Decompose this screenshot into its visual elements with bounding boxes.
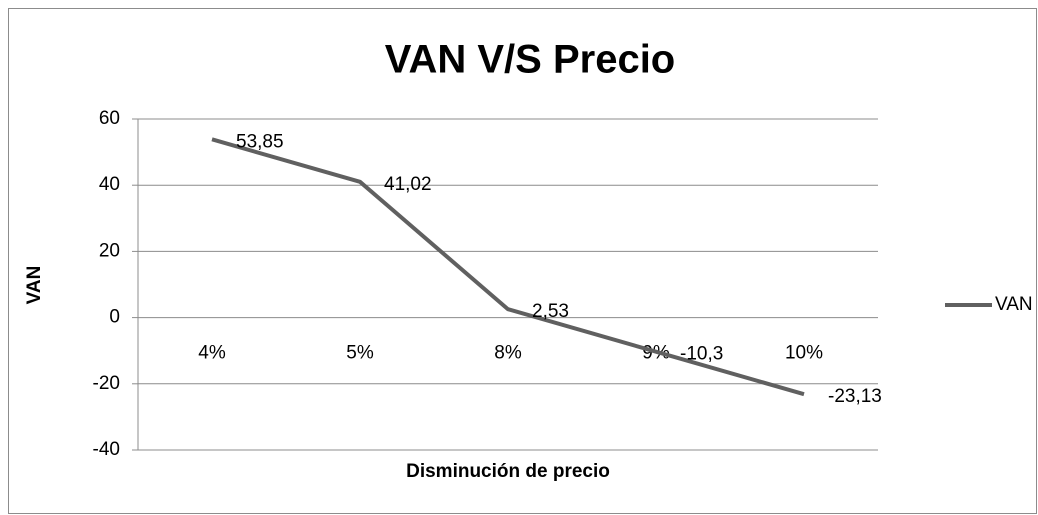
x-tick-label: 8% bbox=[494, 343, 522, 364]
data-label: 41,02 bbox=[384, 174, 432, 195]
x-tick-label: 10% bbox=[785, 343, 823, 364]
chart-title: VAN V/S Precio bbox=[385, 38, 675, 82]
y-tick-label: 60 bbox=[99, 108, 120, 129]
y-tick-label: -40 bbox=[93, 439, 120, 460]
y-axis-label: VAN bbox=[24, 266, 45, 305]
y-tick-label: 20 bbox=[99, 240, 120, 261]
data-label: -23,13 bbox=[828, 386, 882, 407]
series-line bbox=[211, 137, 805, 397]
legend-label: VAN bbox=[995, 294, 1033, 315]
y-tick-label: 40 bbox=[99, 174, 120, 195]
chart-border bbox=[8, 8, 1037, 514]
y-tick-label: 0 bbox=[109, 307, 120, 328]
data-label: 53,85 bbox=[236, 131, 284, 152]
data-label: -10,3 bbox=[680, 344, 723, 365]
x-tick-label: 4% bbox=[198, 343, 226, 364]
data-label: 2,53 bbox=[532, 301, 569, 322]
x-axis-label: Disminución de precio bbox=[406, 461, 610, 482]
y-tick-label: -20 bbox=[93, 373, 120, 394]
x-tick-label: 5% bbox=[346, 343, 374, 364]
